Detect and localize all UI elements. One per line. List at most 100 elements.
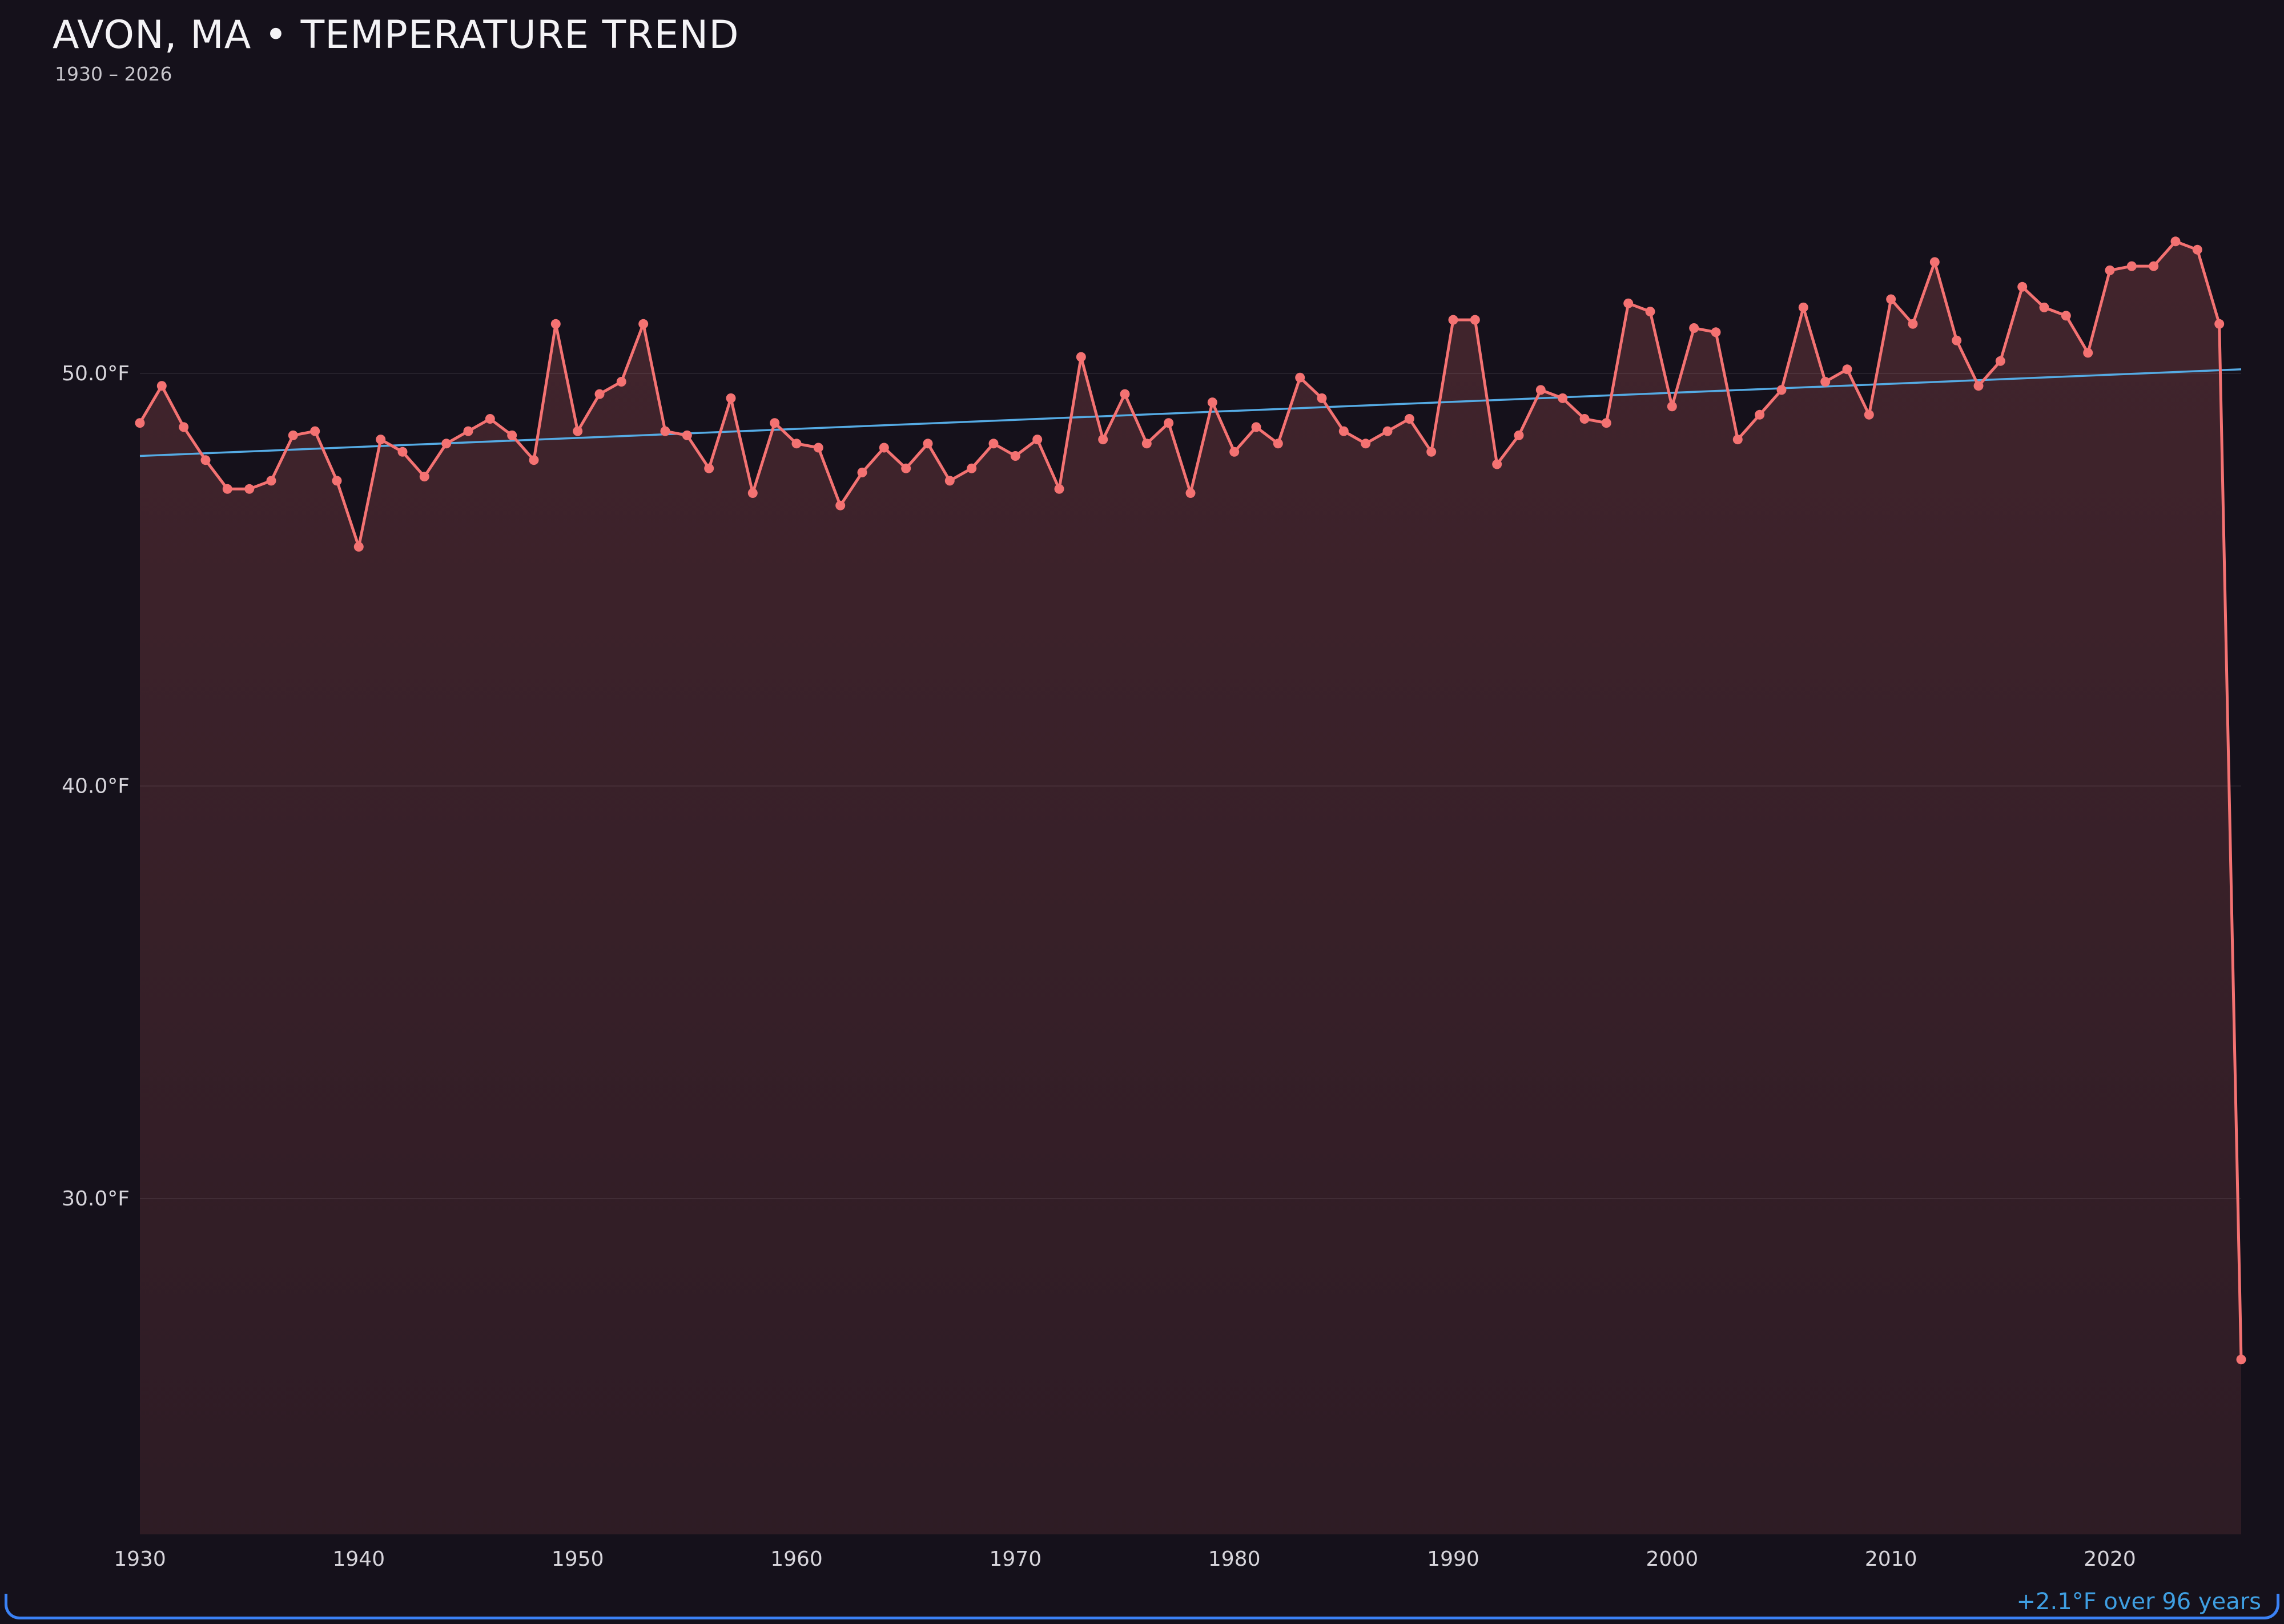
data-point xyxy=(485,414,495,424)
data-point xyxy=(288,430,298,440)
data-point xyxy=(747,488,758,498)
data-point xyxy=(1492,459,1502,469)
data-point xyxy=(397,447,408,457)
data-point xyxy=(770,418,780,428)
data-point xyxy=(1973,381,1984,391)
data-point xyxy=(1251,422,1261,432)
data-point xyxy=(1579,414,1590,424)
data-point xyxy=(266,476,276,486)
data-point xyxy=(2017,282,2028,292)
data-point xyxy=(1645,307,1655,317)
trend-line xyxy=(139,368,2242,457)
data-point xyxy=(835,500,846,510)
data-point xyxy=(1514,430,1524,440)
data-point xyxy=(682,430,692,440)
data-point xyxy=(1732,435,1743,445)
data-point xyxy=(200,455,211,465)
data-point xyxy=(857,467,867,477)
data-point xyxy=(791,439,802,449)
x-tick-label: 2000 xyxy=(1646,1547,1698,1571)
data-point xyxy=(1076,352,1086,362)
data-point xyxy=(310,426,320,436)
x-tick-label: 1930 xyxy=(114,1547,166,1571)
data-point xyxy=(1929,257,1940,267)
data-point xyxy=(1470,315,1480,325)
data-point xyxy=(1689,323,1699,333)
data-point xyxy=(1295,372,1305,383)
data-point xyxy=(222,484,232,494)
data-point xyxy=(1382,426,1393,436)
data-point xyxy=(1361,439,1371,449)
data-point xyxy=(1185,488,1196,498)
data-point xyxy=(813,443,823,453)
data-point xyxy=(135,418,145,428)
data-point xyxy=(1404,414,1414,424)
data-point xyxy=(1995,356,2005,366)
trend-annotation: +2.1°F over 96 years xyxy=(2016,1589,2261,1615)
data-point xyxy=(2170,236,2181,247)
data-point xyxy=(660,426,670,436)
data-point xyxy=(2214,319,2225,329)
data-point xyxy=(332,476,342,486)
x-tick-label: 1950 xyxy=(552,1547,604,1571)
data-point xyxy=(244,484,255,494)
x-tick-label: 1970 xyxy=(989,1547,1042,1571)
data-point xyxy=(638,319,649,329)
date-range-subtitle: 1930 – 2026 xyxy=(55,63,172,85)
data-point xyxy=(1448,315,1458,325)
data-point xyxy=(1842,364,1852,375)
data-point xyxy=(704,463,714,473)
data-point xyxy=(1141,439,1152,449)
temperature-area xyxy=(140,241,2241,1534)
data-point xyxy=(1535,385,1546,395)
data-point xyxy=(1229,447,1240,457)
data-point xyxy=(594,389,605,399)
data-point xyxy=(616,377,626,387)
data-point xyxy=(573,426,583,436)
x-tick-label: 1940 xyxy=(332,1547,385,1571)
data-point xyxy=(1864,409,1874,420)
data-point xyxy=(353,542,364,552)
page-title: AVON, MA • TEMPERATURE TREND xyxy=(53,13,739,58)
data-point xyxy=(376,435,386,445)
data-point xyxy=(1338,426,1349,436)
data-point xyxy=(441,439,452,449)
data-point xyxy=(2039,302,2049,312)
data-point xyxy=(1273,439,1283,449)
data-point xyxy=(1908,319,1918,329)
data-point xyxy=(1667,401,1677,412)
data-point xyxy=(1623,298,1634,308)
data-point xyxy=(726,393,736,403)
y-tick-label: 50.0°F xyxy=(62,362,130,385)
data-point xyxy=(2061,311,2071,321)
data-point xyxy=(2105,265,2115,275)
data-point xyxy=(901,463,911,473)
data-point xyxy=(944,476,955,486)
x-tick-label: 1980 xyxy=(1208,1547,1261,1571)
y-tick-label: 30.0°F xyxy=(62,1187,130,1211)
data-point xyxy=(2083,348,2093,358)
data-point xyxy=(507,430,517,440)
data-point xyxy=(1054,484,1064,494)
data-point xyxy=(179,422,189,432)
data-point xyxy=(1120,389,1130,399)
data-point xyxy=(967,463,977,473)
data-point xyxy=(1010,451,1020,461)
data-point xyxy=(1207,397,1217,408)
data-point xyxy=(1164,418,1174,428)
data-point xyxy=(2149,261,2159,271)
x-tick-label: 2020 xyxy=(2084,1547,2136,1571)
y-tick-label: 40.0°F xyxy=(62,775,130,798)
data-point xyxy=(1426,447,1437,457)
data-point xyxy=(463,426,473,436)
data-point xyxy=(550,319,561,329)
x-tick-label: 1990 xyxy=(1427,1547,1479,1571)
data-point xyxy=(2192,244,2202,255)
data-point xyxy=(529,455,539,465)
data-point xyxy=(1032,435,1043,445)
data-point xyxy=(1098,435,1108,445)
x-tick-label: 1960 xyxy=(770,1547,823,1571)
data-point xyxy=(1558,393,1568,403)
